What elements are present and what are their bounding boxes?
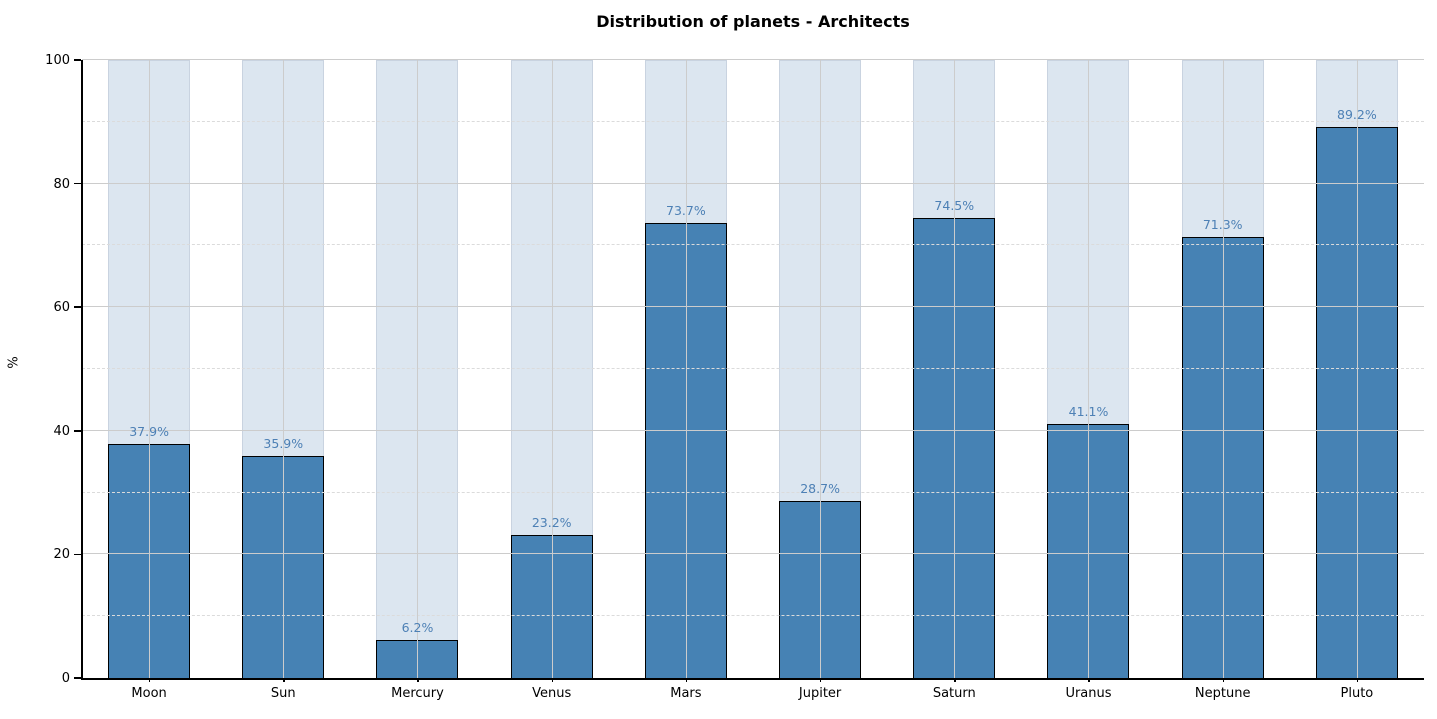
x-tick-mark: [1356, 678, 1359, 682]
vertical-gridline: [820, 60, 822, 678]
y-tick-mark: [74, 553, 81, 556]
y-tick-label: 80: [53, 176, 70, 192]
bar-value-label: 73.7%: [666, 202, 706, 218]
minor-gridline: [82, 244, 1424, 246]
category-cell: 41.1% Uranus: [1021, 60, 1155, 701]
x-tick-label: Neptune: [1194, 686, 1251, 701]
vertical-gridline: [551, 60, 553, 678]
y-axis-spine: [81, 60, 83, 678]
bar-value-label: 71.3%: [1202, 217, 1243, 233]
minor-gridline: [82, 491, 1424, 493]
x-tick-label: Pluto: [1340, 686, 1374, 701]
category-cell: 37.9% Moon: [82, 60, 216, 701]
bar-value-label: 28.7%: [800, 480, 840, 496]
y-tick-label: 20: [53, 547, 70, 563]
category-cell: 73.7% Mars: [619, 60, 753, 701]
vertical-gridline: [283, 60, 285, 678]
x-tick-label: Uranus: [1065, 686, 1112, 701]
vertical-gridline: [1356, 60, 1358, 678]
y-tick-mark: [74, 306, 81, 308]
y-tick-label: 60: [53, 300, 70, 316]
major-gridline: [82, 182, 1424, 184]
chart-title: Distribution of planets - Architects: [596, 12, 910, 31]
y-axis-label: %: [6, 356, 22, 369]
bar-value-label: 35.9%: [263, 436, 304, 452]
major-gridline: [82, 553, 1424, 555]
x-axis-spine: [81, 678, 1424, 680]
x-tick-label: Mars: [670, 686, 702, 701]
bar-value-label: 37.9%: [129, 423, 169, 439]
bar-value-label: 41.1%: [1068, 404, 1109, 420]
x-tick-label: Saturn: [932, 686, 976, 701]
vertical-gridline: [1088, 60, 1090, 678]
category-cell: 35.9% Sun: [216, 60, 350, 701]
bar-value-label: 74.5%: [934, 197, 975, 213]
x-tick-label: Venus: [532, 686, 572, 701]
x-tick-label: Moon: [131, 686, 167, 701]
category-cell: 74.5% Saturn: [887, 60, 1021, 701]
category-cell: 89.2% Pluto: [1290, 60, 1424, 701]
major-gridline: [82, 59, 1424, 60]
y-tick-label: 0: [61, 671, 70, 686]
major-gridline: [82, 306, 1424, 308]
x-tick-label: Sun: [270, 686, 296, 701]
minor-gridline: [82, 368, 1424, 369]
minor-gridline: [82, 615, 1424, 617]
x-tick-mark: [417, 678, 419, 682]
y-tick-label: 100: [45, 53, 70, 68]
x-tick-mark: [551, 678, 553, 682]
x-tick-mark: [1222, 678, 1224, 682]
y-tick-label: 40: [53, 423, 70, 439]
x-tick-label: Jupiter: [798, 686, 842, 701]
y-tick-mark: [74, 59, 81, 61]
y-tick-mark: [74, 430, 81, 432]
bar-value-label: 6.2%: [401, 619, 434, 635]
category-cell: 23.2% Venus: [485, 60, 619, 701]
x-tick-mark: [685, 678, 688, 682]
vertical-gridline: [685, 60, 687, 678]
vertical-gridline: [149, 60, 151, 678]
x-tick-label: Mercury: [391, 686, 444, 701]
y-tick-mark: [74, 677, 81, 679]
category-cell: 28.7% Jupiter: [753, 60, 887, 701]
vertical-gridline: [954, 60, 956, 678]
y-tick-mark: [74, 182, 81, 185]
bar-value-label: 23.2%: [531, 514, 572, 530]
category-cell: 71.3% Neptune: [1156, 60, 1290, 701]
bar-value-label: 89.2%: [1337, 106, 1377, 122]
x-tick-mark: [149, 678, 151, 682]
vertical-gridline: [1222, 60, 1224, 678]
major-gridline: [82, 429, 1424, 431]
vertical-gridline: [417, 60, 419, 678]
x-tick-mark: [954, 678, 956, 682]
x-tick-mark: [820, 678, 822, 682]
minor-gridline: [82, 120, 1424, 122]
x-tick-mark: [283, 678, 285, 682]
x-tick-mark: [1088, 678, 1090, 682]
category-cell: 6.2% Mercury: [350, 60, 484, 701]
plot-area: 0 20 40 60 80 100 37.9% Moon 35.9% Sun 6.2% Mercury…: [45, 53, 1424, 701]
